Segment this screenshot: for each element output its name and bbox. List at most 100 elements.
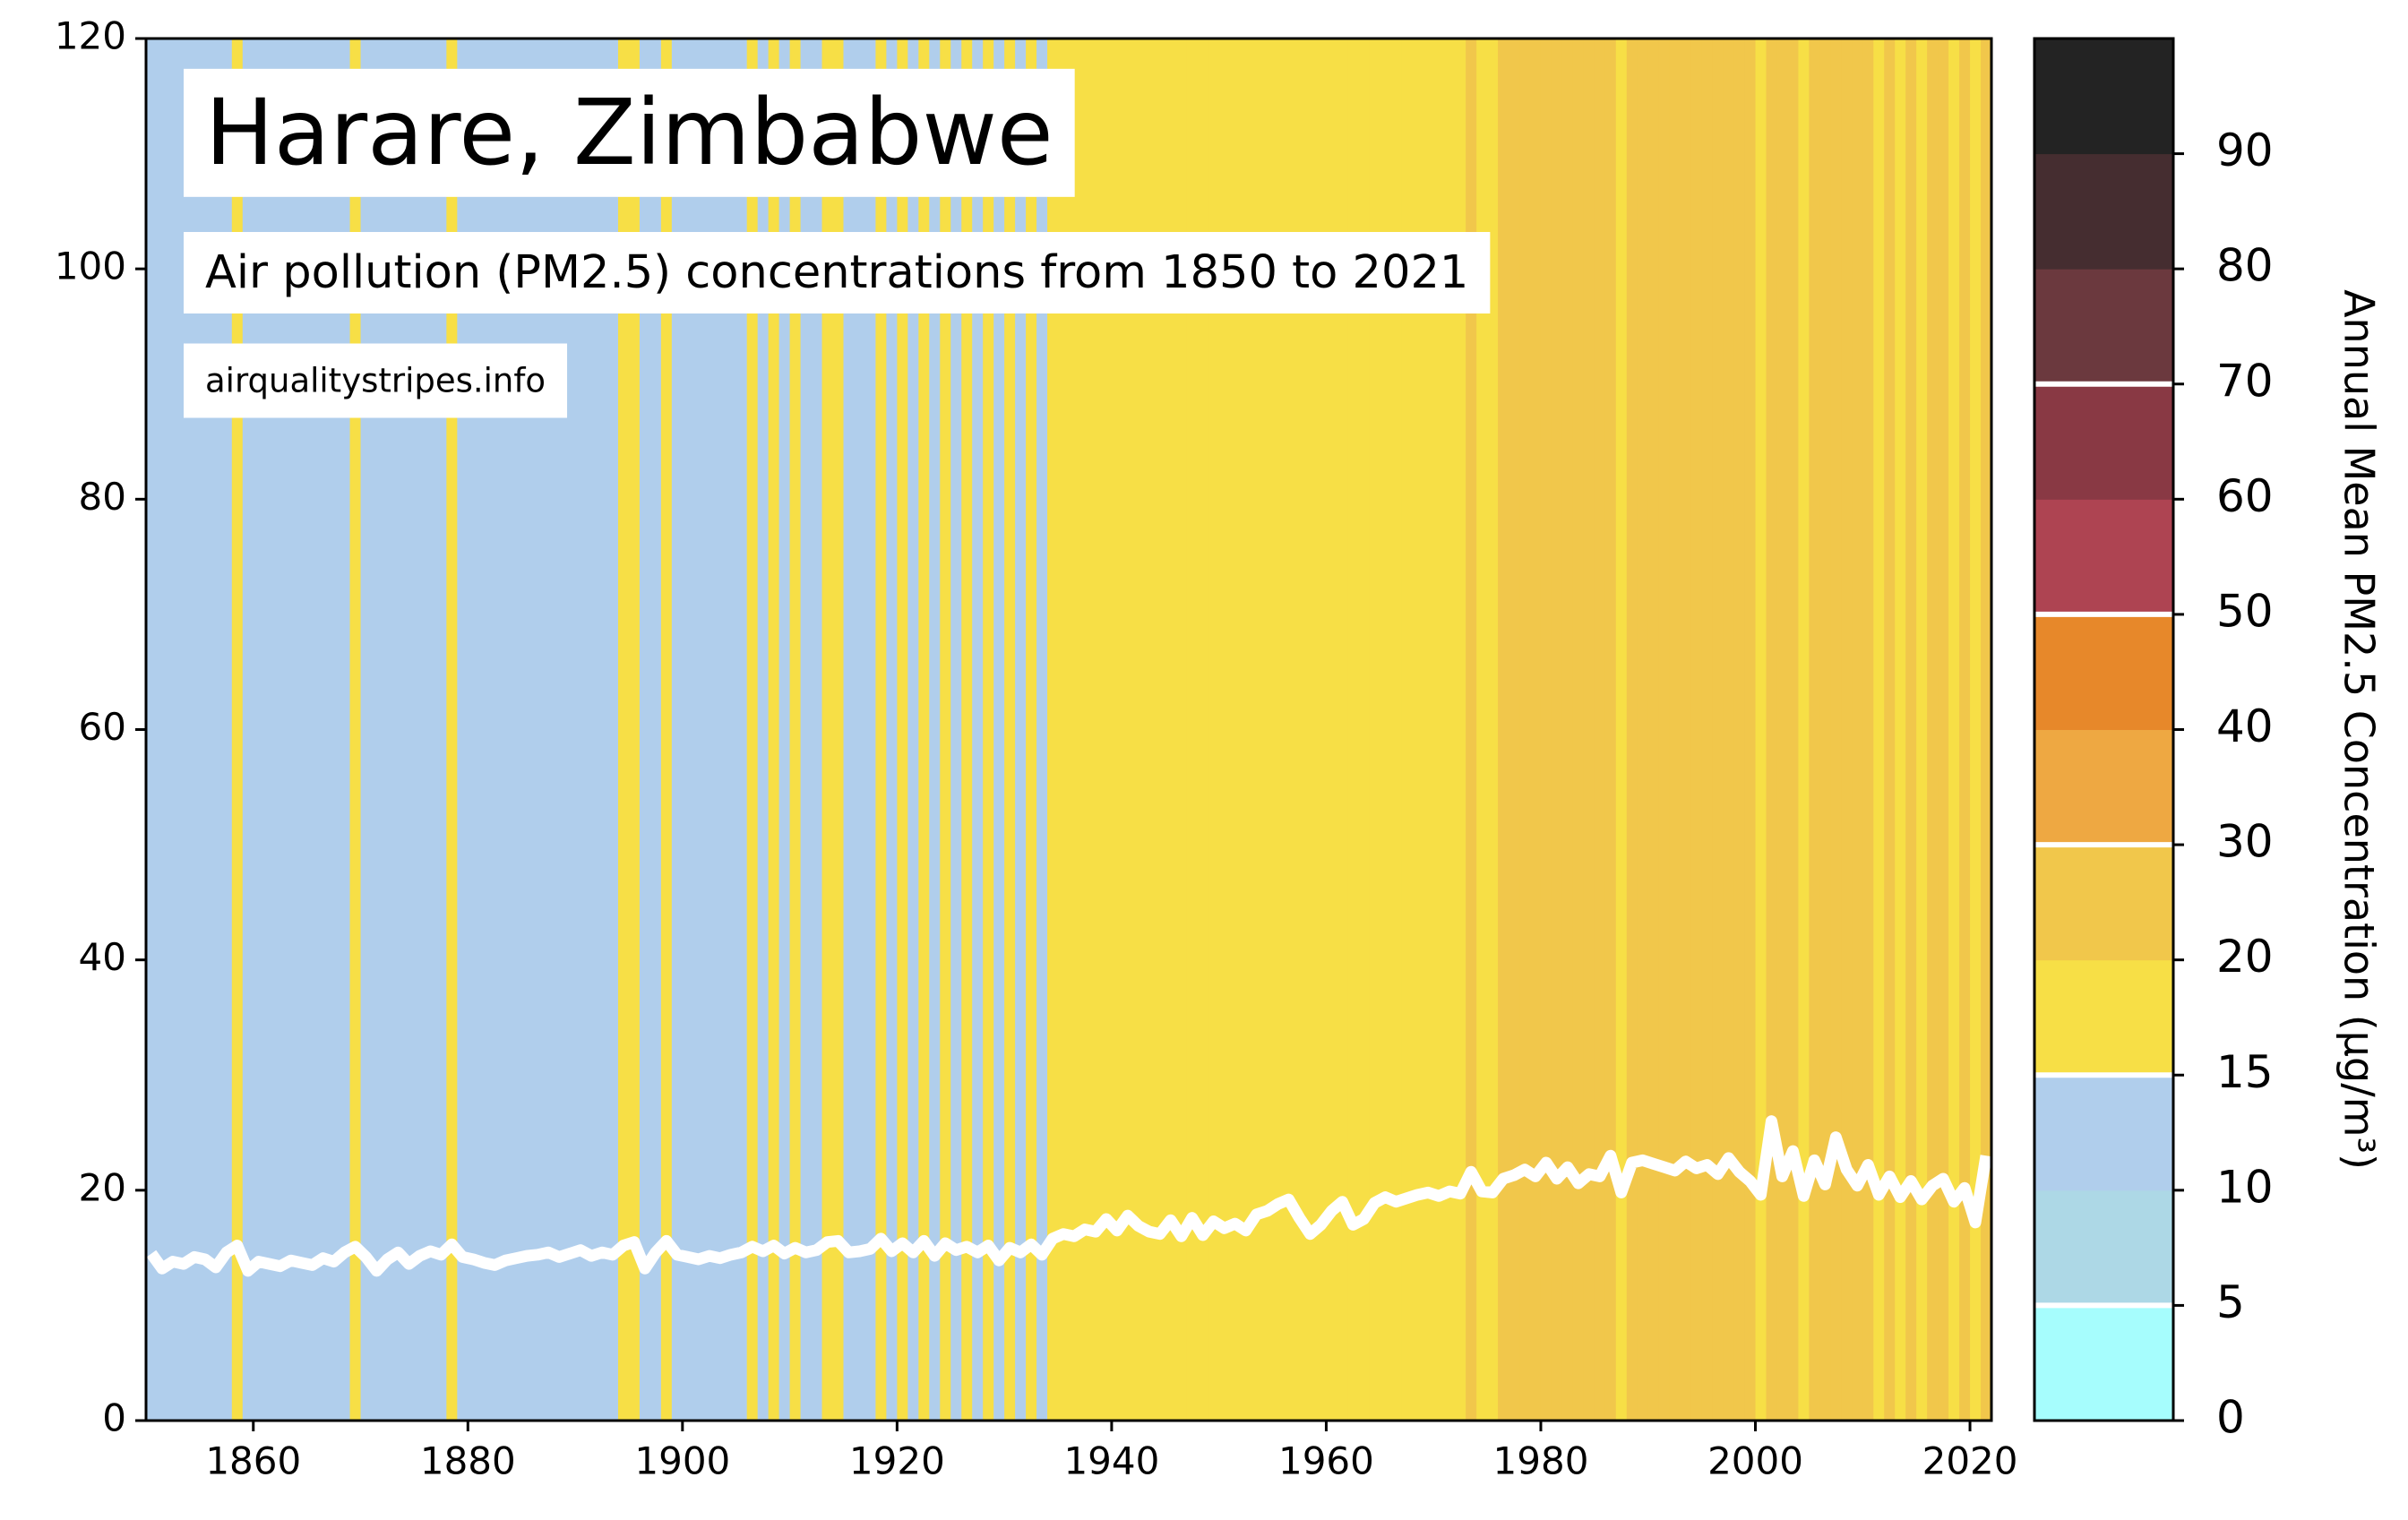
stripe: [918, 39, 930, 1421]
stripe: [671, 39, 684, 1421]
stripe: [929, 39, 941, 1421]
stripe: [1315, 39, 1328, 1421]
stripe: [1626, 39, 1638, 1421]
stripe: [1519, 39, 1531, 1421]
y-tick-label: 40: [79, 935, 126, 979]
stripe: [1530, 39, 1542, 1421]
colorbar-tick-label: 50: [2216, 585, 2274, 637]
stripe: [1895, 39, 1906, 1421]
colorbar-tick-label: 30: [2216, 816, 2274, 868]
stripe: [993, 39, 1005, 1421]
stripe: [1358, 39, 1370, 1421]
y-tick-label: 0: [102, 1396, 126, 1440]
stripe: [1551, 39, 1563, 1421]
stripe: [1583, 39, 1595, 1421]
stripe: [1487, 39, 1499, 1421]
stripe: [1466, 39, 1477, 1421]
stripe: [682, 39, 694, 1421]
stripe: [1798, 39, 1810, 1421]
stripe: [1916, 39, 1928, 1421]
x-tick-label: 1940: [1063, 1439, 1159, 1483]
stripe: [1047, 39, 1059, 1421]
stripe: [1218, 39, 1231, 1421]
stripe: [1755, 39, 1767, 1421]
colorbar-tick-label: 90: [2216, 125, 2274, 176]
stripe: [1111, 39, 1123, 1421]
stripe: [714, 39, 727, 1421]
colorbar-tick-label: 80: [2216, 240, 2274, 292]
stripe: [1970, 39, 1982, 1421]
x-tick-label: 1860: [205, 1439, 301, 1483]
stripe: [1100, 39, 1113, 1421]
stripe: [1572, 39, 1585, 1421]
stripe: [1208, 39, 1220, 1421]
stripe: [1615, 39, 1628, 1421]
stripe: [1229, 39, 1242, 1421]
stripe: [1852, 39, 1863, 1421]
stripe: [1776, 39, 1789, 1421]
stripe: [1647, 39, 1660, 1421]
x-tick-label: 1960: [1278, 1439, 1374, 1483]
stripe: [575, 39, 587, 1421]
stripe: [1498, 39, 1509, 1421]
chart-source-box: [184, 343, 568, 418]
stripe: [875, 39, 887, 1421]
stripe: [1658, 39, 1671, 1421]
stripe: [617, 39, 630, 1421]
stripe: [1669, 39, 1681, 1421]
stripe: [1380, 39, 1391, 1421]
stripe: [167, 39, 179, 1421]
stripe: [1809, 39, 1820, 1421]
stripe: [768, 39, 780, 1421]
stripe: [1132, 39, 1145, 1421]
stripe: [586, 39, 598, 1421]
stripe: [1927, 39, 1939, 1421]
stripe: [1690, 39, 1703, 1421]
stripe: [1197, 39, 1209, 1421]
colorbar-segment: [2034, 1189, 2173, 1306]
pm25-line: [146, 1115, 1992, 1277]
stripe: [1701, 39, 1714, 1421]
colorbar-tick-label: 20: [2216, 931, 2274, 983]
stripe: [1026, 39, 1037, 1421]
colorbar-label: Annual Mean PM2.5 Concentration (µg/m³): [2335, 289, 2384, 1170]
colorbar-segment: [2034, 39, 2173, 155]
chart-source: airqualitystripes.info: [205, 362, 546, 400]
stripe: [746, 39, 759, 1421]
stripe: [800, 39, 813, 1421]
stripe: [907, 39, 919, 1421]
stripe: [1509, 39, 1520, 1421]
stripe: [703, 39, 716, 1421]
stripe: [1079, 39, 1091, 1421]
stripe: [628, 39, 641, 1421]
stripe: [832, 39, 845, 1421]
stripe: [940, 39, 951, 1421]
stripe: [1433, 39, 1445, 1421]
stripe: [660, 39, 673, 1421]
colorbar-tick-label: 10: [2216, 1161, 2274, 1213]
stripe: [1712, 39, 1724, 1421]
stripe: [1165, 39, 1177, 1421]
stripe: [1830, 39, 1842, 1421]
colorbar-segment: [2034, 1305, 2173, 1421]
stripe: [1122, 39, 1134, 1421]
colorbar-tick-label: 60: [2216, 470, 2274, 522]
stripe: [1240, 39, 1252, 1421]
colorbar-segment: [2034, 845, 2173, 961]
stripe: [1948, 39, 1960, 1421]
stripe: [1873, 39, 1885, 1421]
stripe: [1304, 39, 1317, 1421]
stripe: [886, 39, 898, 1421]
stripe: [950, 39, 962, 1421]
stripe: [725, 39, 737, 1421]
y-tick-label: 80: [79, 475, 126, 519]
stripe: [1347, 39, 1359, 1421]
stripe: [1766, 39, 1778, 1421]
stripe: [1637, 39, 1649, 1421]
stripe: [1905, 39, 1917, 1421]
colorbar-segment: [2034, 269, 2173, 385]
stripe: [692, 39, 705, 1421]
stripe: [146, 39, 158, 1421]
stripe: [1154, 39, 1166, 1421]
